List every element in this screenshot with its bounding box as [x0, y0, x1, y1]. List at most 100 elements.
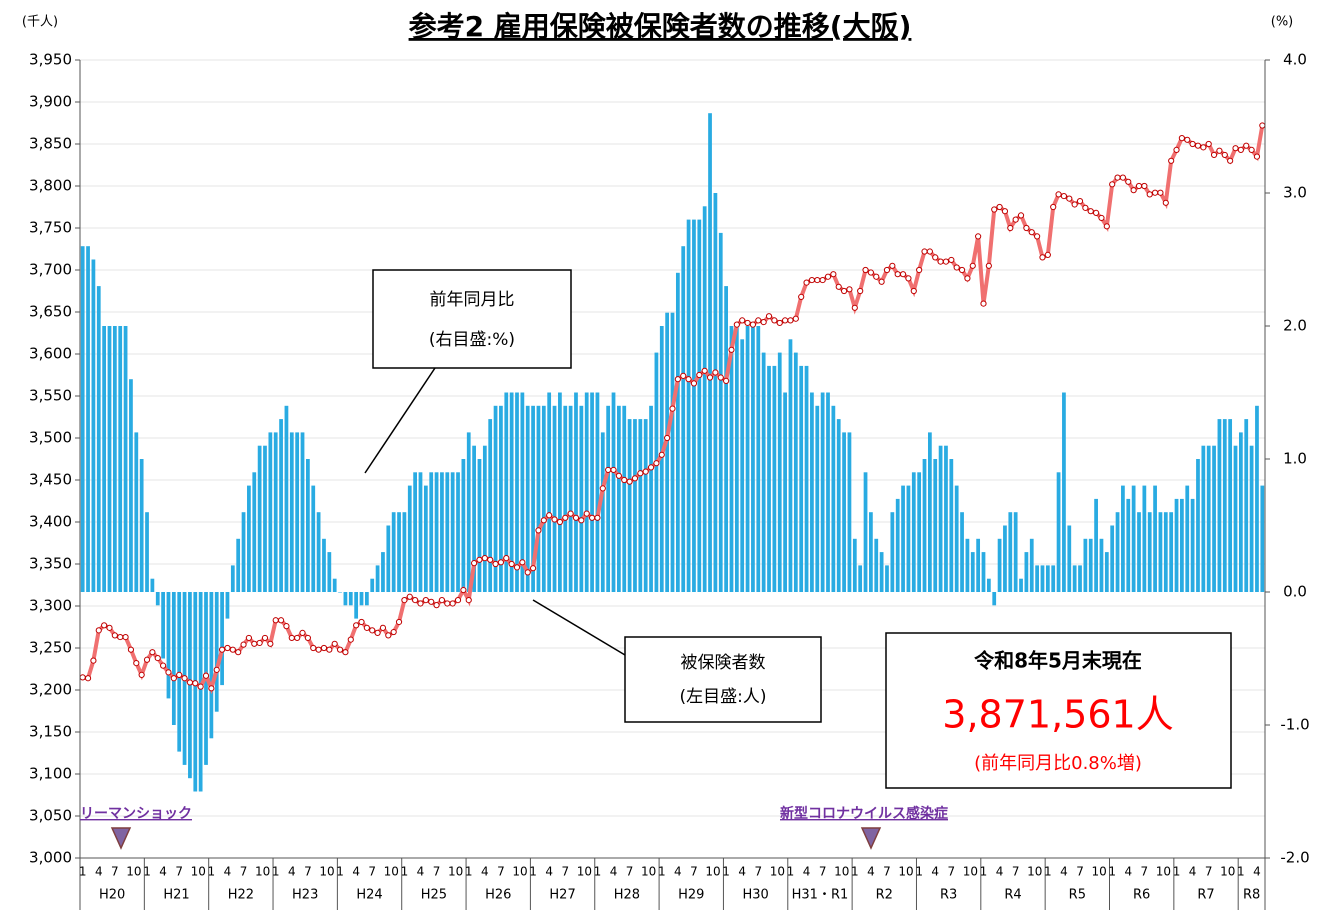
- bar: [675, 272, 680, 592]
- bar: [1169, 512, 1174, 592]
- group-label: R8: [1243, 888, 1260, 903]
- month-label: 7: [304, 865, 312, 879]
- line-marker: [170, 675, 177, 682]
- y-tick-label: 3,250: [29, 639, 72, 657]
- line-marker: [218, 646, 226, 653]
- bar: [981, 552, 986, 592]
- bar: [734, 326, 739, 592]
- line-marker: [208, 685, 215, 692]
- line-marker: [905, 275, 912, 282]
- y-tick-label: 3,600: [29, 345, 72, 363]
- bar: [461, 459, 466, 592]
- month-label: 7: [948, 865, 956, 879]
- line-marker: [1087, 208, 1094, 215]
- line-marker: [658, 451, 665, 458]
- month-label: 1: [1108, 865, 1116, 879]
- bar: [397, 512, 401, 592]
- line-marker: [637, 470, 644, 477]
- group-label: R4: [1004, 888, 1021, 903]
- bar: [161, 592, 165, 659]
- bar: [783, 392, 787, 592]
- group-label: H22: [228, 888, 254, 903]
- line-marker: [755, 317, 762, 324]
- bar: [402, 512, 407, 592]
- bar: [574, 392, 578, 592]
- line-marker: [942, 258, 950, 265]
- month-label: 4: [738, 865, 746, 879]
- line-marker: [1044, 251, 1051, 258]
- bar: [1233, 445, 1238, 592]
- line-marker: [953, 264, 960, 271]
- line-marker: [181, 675, 188, 682]
- y-tick-label: 3,500: [29, 429, 72, 447]
- month-label: 1: [1173, 865, 1181, 879]
- month-label: 4: [1253, 865, 1261, 879]
- bar: [708, 113, 712, 592]
- bar: [1110, 525, 1115, 592]
- line-marker: [1253, 153, 1261, 160]
- bar: [944, 445, 948, 592]
- bar: [922, 459, 927, 592]
- bar: [858, 565, 863, 592]
- bar: [558, 392, 562, 592]
- bar: [1040, 565, 1045, 592]
- bar: [332, 578, 337, 592]
- month-label: 4: [1124, 865, 1132, 879]
- line-marker: [304, 634, 311, 642]
- month-label: 10: [898, 865, 913, 879]
- bar: [890, 512, 895, 592]
- y2-tick-label: 3.0: [1283, 184, 1307, 202]
- line-marker: [374, 629, 381, 636]
- line-marker: [1173, 146, 1180, 153]
- group-label: R6: [1133, 888, 1150, 903]
- line-marker: [680, 372, 687, 379]
- month-label: 4: [996, 865, 1004, 879]
- bar: [279, 419, 283, 592]
- line-marker: [320, 644, 328, 652]
- bar: [209, 592, 214, 739]
- bar: [1035, 565, 1039, 592]
- bar: [992, 592, 997, 606]
- line-marker: [1017, 212, 1025, 219]
- line-marker: [814, 276, 821, 284]
- line-marker: [326, 646, 333, 653]
- bar: [697, 219, 702, 592]
- bar: [1019, 578, 1023, 592]
- month-label: 1: [722, 865, 730, 879]
- bar: [316, 512, 321, 592]
- line-marker: [433, 602, 440, 609]
- month-label: 1: [1044, 865, 1052, 879]
- line-marker: [1092, 209, 1100, 216]
- bar: [879, 552, 884, 592]
- line-marker: [787, 317, 794, 324]
- group-label: R3: [940, 888, 957, 903]
- line-marker: [588, 514, 596, 521]
- bar: [681, 246, 686, 592]
- bar: [220, 592, 224, 686]
- line-marker: [79, 674, 86, 681]
- line-marker: [1184, 136, 1191, 143]
- group-label: H31・R1: [792, 888, 849, 903]
- y-tick-label: 3,650: [29, 303, 72, 321]
- bar: [145, 512, 149, 592]
- bar: [343, 592, 348, 606]
- line-marker: [824, 273, 832, 280]
- line-marker: [1259, 122, 1266, 129]
- line-marker: [771, 317, 778, 324]
- line-marker: [353, 622, 360, 629]
- group-label: H27: [549, 888, 575, 903]
- bar: [772, 365, 777, 592]
- line-marker: [1028, 229, 1035, 236]
- line-marker: [937, 258, 944, 265]
- bar: [450, 472, 455, 592]
- line-marker: [819, 276, 826, 284]
- bar: [370, 578, 375, 592]
- month-label: 10: [1220, 865, 1235, 879]
- line-marker: [149, 649, 156, 656]
- month-label: 7: [819, 865, 827, 879]
- line-marker: [685, 376, 692, 383]
- line-marker: [932, 254, 939, 261]
- bar: [633, 419, 637, 592]
- bar: [1024, 552, 1029, 592]
